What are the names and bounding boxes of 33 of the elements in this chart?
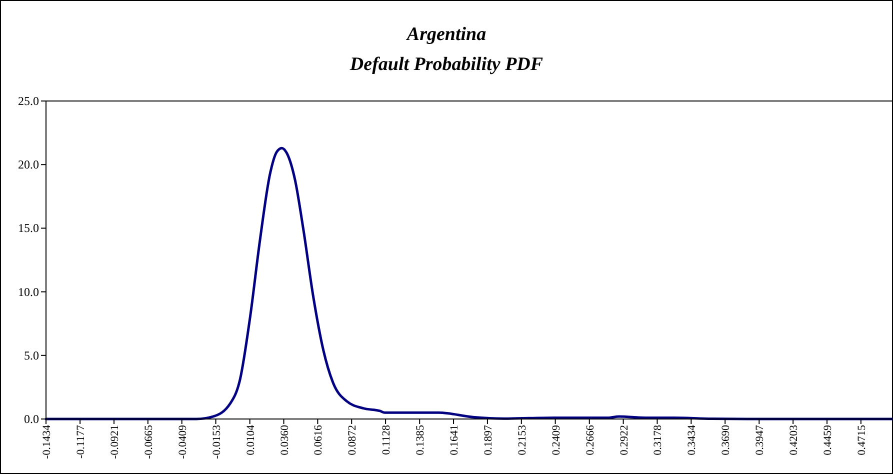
x-tick-label: 0.4715 [856,424,868,456]
chart-subtitle: Default Probability PDF [348,54,544,75]
x-tick-label: 0.0616 [312,424,325,456]
y-tick-label: 5.0 [24,348,39,362]
x-tick-label: 0.3947 [754,424,766,456]
x-tick-label: -0.1177 [75,424,88,459]
y-tick-label: 15.0 [18,221,39,236]
x-tick-label: -0.1434 [41,424,53,459]
x-tick-label: 0.3690 [720,424,732,456]
x-tick-label: 0.2922 [618,425,630,456]
x-tick-label: 0.1385 [414,424,427,456]
x-tick-label: 0.2666 [584,424,596,456]
x-tick-label: 0.3434 [686,424,698,456]
x-tick-label: 0.1128 [380,424,393,455]
x-tick-label: -0.0921 [108,425,121,459]
x-tick-label: 0.2153 [516,424,528,456]
y-tick-label: 10.0 [18,284,39,299]
x-tick-label: 0.2409 [550,424,562,456]
x-tick-label: 0.4203 [788,424,800,456]
y-tick-label: 20.0 [18,158,39,172]
x-tick-label: 0.1641 [448,425,461,456]
x-tick-label: 0.4459 [822,424,834,456]
x-tick-label: -0.0153 [210,424,223,459]
x-tick-label: -0.0409 [176,424,189,459]
y-tick-label: 0.0 [24,412,39,426]
x-tick-label: 0.0104 [244,424,257,456]
chart-title: Argentina [406,24,487,45]
x-tick-label: 0.0360 [278,424,291,456]
x-tick-label: 0.0872 [346,425,359,456]
x-tick-label: -0.0665 [142,424,155,459]
x-tick-label: 0.1897 [482,424,494,456]
y-tick-label: 25.0 [18,94,39,108]
x-tick-label: 0.3178 [652,424,664,456]
